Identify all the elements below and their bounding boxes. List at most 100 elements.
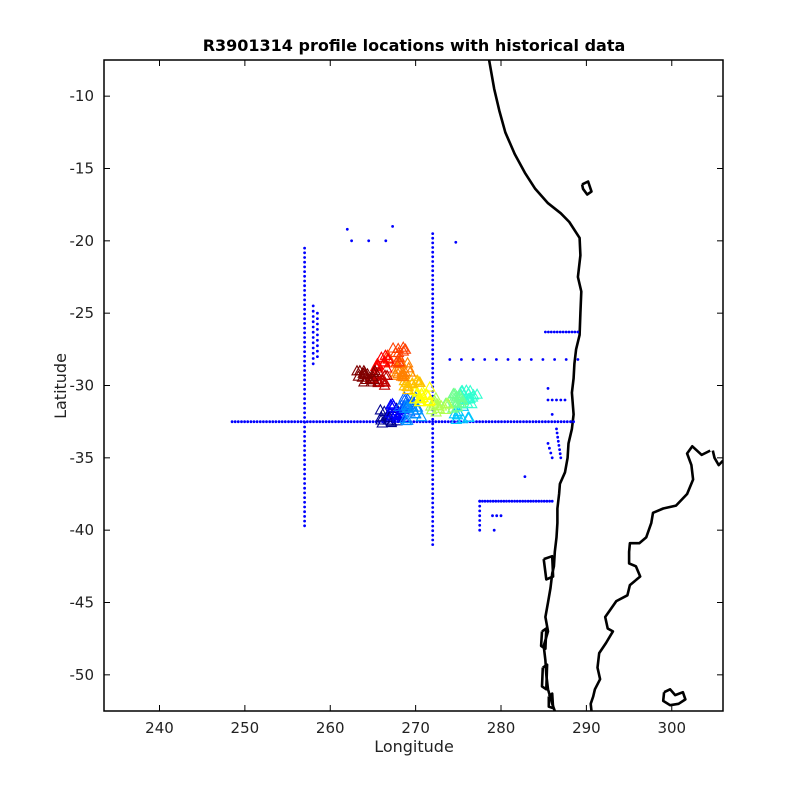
historical-point [513, 499, 516, 503]
historical-point [573, 330, 577, 334]
historical-point [478, 514, 482, 518]
historical-point [526, 499, 530, 503]
float-profile-marker [471, 388, 484, 399]
x-tick-label: 250 [231, 719, 260, 737]
historical-point [303, 435, 306, 438]
float-profile-marker [367, 370, 379, 382]
historical-point [431, 376, 435, 379]
historical-point [303, 284, 306, 288]
historical-point [558, 448, 561, 451]
historical-point [529, 499, 533, 503]
float-profile-marker [392, 363, 404, 374]
historical-point [541, 358, 545, 361]
historical-point [448, 358, 452, 361]
historical-point [303, 246, 306, 250]
historical-point [509, 420, 513, 424]
float-profile-marker [422, 389, 435, 401]
float-profile-marker [405, 377, 418, 389]
historical-point [303, 369, 306, 372]
historical-point [503, 420, 507, 424]
historical-point [303, 430, 306, 434]
historical-point [311, 330, 315, 334]
historical-point [553, 420, 557, 424]
historical-point [311, 336, 315, 339]
historical-point [431, 287, 435, 291]
historical-point [431, 343, 435, 347]
historical-point [544, 330, 547, 334]
float-profile-marker [393, 400, 406, 412]
historical-point [431, 283, 435, 287]
historical-point [497, 420, 500, 424]
historical-point [431, 306, 435, 310]
historical-point [431, 278, 435, 282]
historical-point [489, 499, 492, 503]
historical-point [303, 383, 306, 386]
historical-point [431, 487, 435, 491]
historical-point [303, 458, 306, 462]
historical-point [559, 420, 563, 424]
historical-point [491, 499, 495, 503]
historical-point [523, 475, 527, 478]
historical-point [311, 362, 315, 366]
historical-point [274, 420, 278, 424]
historical-point [494, 499, 498, 503]
float-profile-marker [378, 355, 391, 367]
float-profile-marker [387, 399, 400, 410]
historical-point [454, 240, 458, 244]
historical-point [431, 441, 435, 444]
historical-point [487, 420, 491, 424]
historical-point [299, 420, 303, 424]
historical-point [556, 420, 560, 424]
plot-frame [103, 59, 724, 712]
historical-point [337, 420, 340, 424]
y-tick-label: -25 [70, 304, 95, 322]
historical-point [268, 420, 272, 424]
historical-point [547, 330, 550, 334]
historical-point [431, 524, 435, 528]
historical-point [431, 469, 435, 472]
float-profile-marker [397, 341, 410, 352]
historical-point [431, 422, 435, 426]
historical-point [311, 320, 315, 324]
historical-point [303, 270, 306, 273]
float-profile-marker [392, 409, 404, 421]
historical-point [510, 499, 514, 503]
historical-point [475, 420, 478, 424]
historical-point [350, 239, 353, 243]
historical-point [550, 413, 554, 416]
float-profile-marker [440, 397, 453, 408]
float-profile-marker [451, 408, 464, 420]
historical-point [549, 451, 553, 455]
historical-point [311, 304, 315, 308]
historical-point [243, 420, 247, 424]
historical-point [515, 420, 519, 424]
float-profile-marker [414, 395, 427, 407]
historical-point [544, 420, 547, 424]
historical-point [431, 241, 435, 245]
historical-point [515, 499, 519, 503]
historical-point [556, 439, 560, 443]
float-profile-marker [462, 392, 475, 404]
coastline-east-top [711, 450, 723, 467]
historical-point [391, 225, 394, 228]
float-profile-marker [414, 376, 426, 387]
historical-point [550, 456, 554, 460]
float-profile-marker [401, 356, 414, 368]
historical-point [537, 499, 541, 503]
historical-point [537, 420, 541, 424]
historical-point [431, 455, 435, 458]
historical-point [431, 482, 435, 486]
historical-point [431, 292, 435, 296]
x-axis-label: Longitude [374, 737, 454, 756]
historical-point [327, 420, 331, 424]
historical-point [431, 357, 435, 361]
historical-point [572, 420, 575, 424]
historical-point [567, 330, 571, 334]
historical-point [557, 444, 561, 447]
historical-point [431, 427, 435, 430]
historical-point [316, 322, 319, 326]
historical-point [550, 499, 554, 503]
historical-point [569, 420, 572, 424]
historical-point [293, 420, 297, 424]
historical-point [346, 420, 350, 424]
